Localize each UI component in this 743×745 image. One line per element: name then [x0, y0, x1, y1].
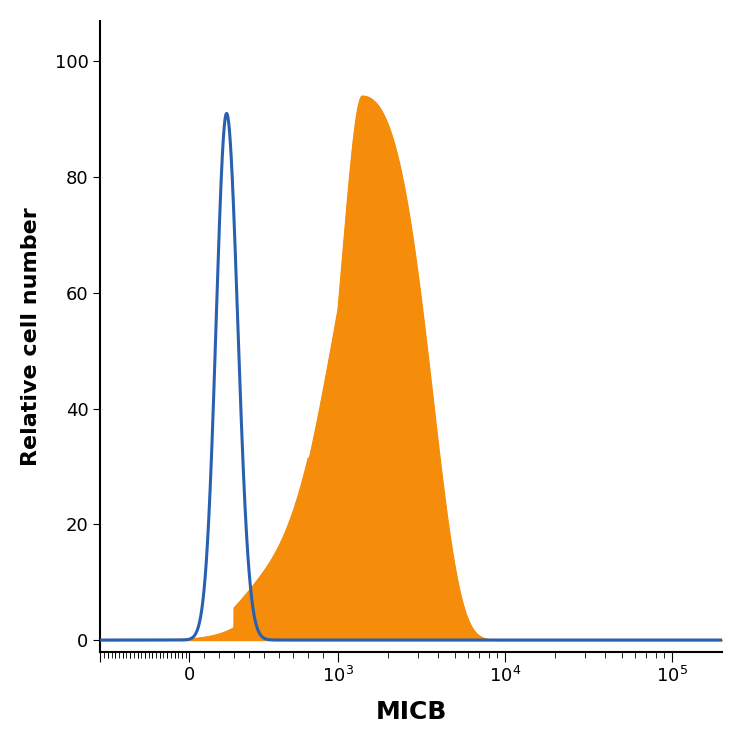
Y-axis label: Relative cell number: Relative cell number [21, 207, 41, 466]
X-axis label: MICB: MICB [376, 700, 447, 724]
